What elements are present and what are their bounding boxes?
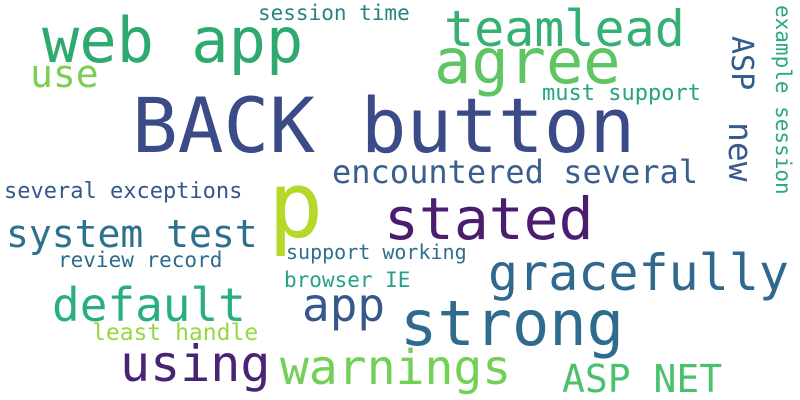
word-new-vertical: new (721, 122, 760, 182)
word-review-record: review record (58, 248, 223, 272)
word-app: app (302, 278, 386, 332)
word-stated: stated (384, 185, 594, 253)
word-back-button: BACK button (132, 81, 636, 170)
word-web-app: web app (42, 4, 304, 77)
word-must-support: must support (542, 81, 701, 106)
word-default: default (52, 278, 246, 332)
word-asp-net: ASP NET (562, 357, 723, 400)
word-least-handle: least handle (92, 320, 259, 346)
word-agree: agree (434, 25, 621, 98)
word-example-session: example session (771, 5, 795, 195)
word-using: using (120, 335, 271, 393)
word-asp-vertical: ASP (724, 36, 759, 91)
word-teamlead: teamlead (444, 0, 685, 58)
word-use: use (30, 52, 99, 96)
word-encountered-several: encountered several (332, 153, 699, 191)
word-session-time: session time (258, 1, 410, 25)
word-browser-ie: browser IE (284, 268, 411, 292)
word-support-working: support working (286, 240, 467, 264)
word-p: p (268, 152, 324, 259)
word-system-test: system test (6, 212, 258, 256)
word-gracefully: gracefully (488, 244, 790, 302)
word-warnings: warnings (280, 340, 512, 396)
word-strong: strong (400, 287, 624, 360)
word-several-exceptions: several exceptions (4, 179, 243, 204)
